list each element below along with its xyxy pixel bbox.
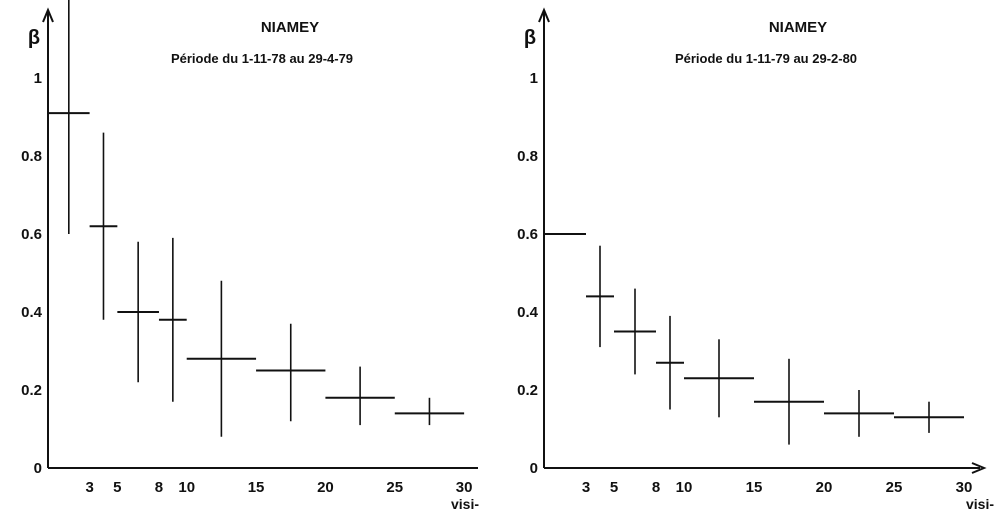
chart-right: NIAMEY Période du 1-11-79 au 29-2-80 β v… <box>517 7 994 512</box>
y-axis-arrow-left <box>42 7 54 23</box>
y-tick-label: 0.4 <box>517 304 539 321</box>
x-tick-label: 3 <box>85 479 93 496</box>
x-tick-label: 10 <box>178 479 195 496</box>
y-tick-labels-left: 0 0.2 0.4 0.6 0.8 1 <box>21 70 43 477</box>
y-tick-label: 0.6 <box>517 226 538 243</box>
x-tick-label: 15 <box>746 479 763 496</box>
x-tick-label: 10 <box>676 479 693 496</box>
y-tick-label: 0.2 <box>21 382 42 399</box>
x-axis-arrow-right <box>971 462 987 474</box>
x-tick-label: 5 <box>610 479 618 496</box>
x-tick-label: 20 <box>317 479 334 496</box>
x-tick-label: 30 <box>456 479 473 496</box>
x-tick-labels-right: 3 5 8 10 15 20 25 30 <box>582 479 973 496</box>
y-tick-label: 1 <box>34 70 42 87</box>
chart-title-right: NIAMEY <box>769 19 827 36</box>
x-tick-label: 5 <box>113 479 121 496</box>
y-tick-label: 0.8 <box>21 148 42 165</box>
x-tick-label: 3 <box>582 479 590 496</box>
x-tick-label: 25 <box>886 479 903 496</box>
x-tick-label: 25 <box>386 479 403 496</box>
x-axis-label-right: visi- <box>966 496 994 512</box>
y-axis-label-left: β <box>28 27 40 49</box>
y-tick-label: 0.6 <box>21 226 42 243</box>
y-tick-label: 0 <box>530 460 538 477</box>
chart-subtitle-left: Période du 1-11-78 au 29-4-79 <box>171 51 353 66</box>
x-axis-label-left: visi- <box>451 496 479 512</box>
y-tick-label: 0.4 <box>21 304 43 321</box>
y-tick-labels-right: 0 0.2 0.4 0.6 0.8 1 <box>517 70 539 477</box>
x-tick-label: 20 <box>816 479 833 496</box>
error-bars-left <box>48 0 465 437</box>
x-tick-label: 8 <box>155 479 163 496</box>
chart-title-left: NIAMEY <box>261 19 319 36</box>
y-tick-label: 0.8 <box>517 148 538 165</box>
y-axis-label-right: β <box>524 27 536 49</box>
y-tick-label: 1 <box>530 70 538 87</box>
x-tick-label: 15 <box>248 479 265 496</box>
error-bars-right <box>544 233 964 445</box>
y-tick-label: 0 <box>34 460 42 477</box>
chart-subtitle-right: Période du 1-11-79 au 29-2-80 <box>675 51 857 66</box>
y-tick-label: 0.2 <box>517 382 538 399</box>
chart-left: NIAMEY Période du 1-11-78 au 29-4-79 β v… <box>21 0 479 512</box>
y-axis-arrow-right <box>538 7 550 23</box>
x-tick-label: 8 <box>652 479 660 496</box>
x-tick-label: 30 <box>956 479 973 496</box>
x-tick-labels-left: 3 5 8 10 15 20 25 30 <box>85 479 472 496</box>
